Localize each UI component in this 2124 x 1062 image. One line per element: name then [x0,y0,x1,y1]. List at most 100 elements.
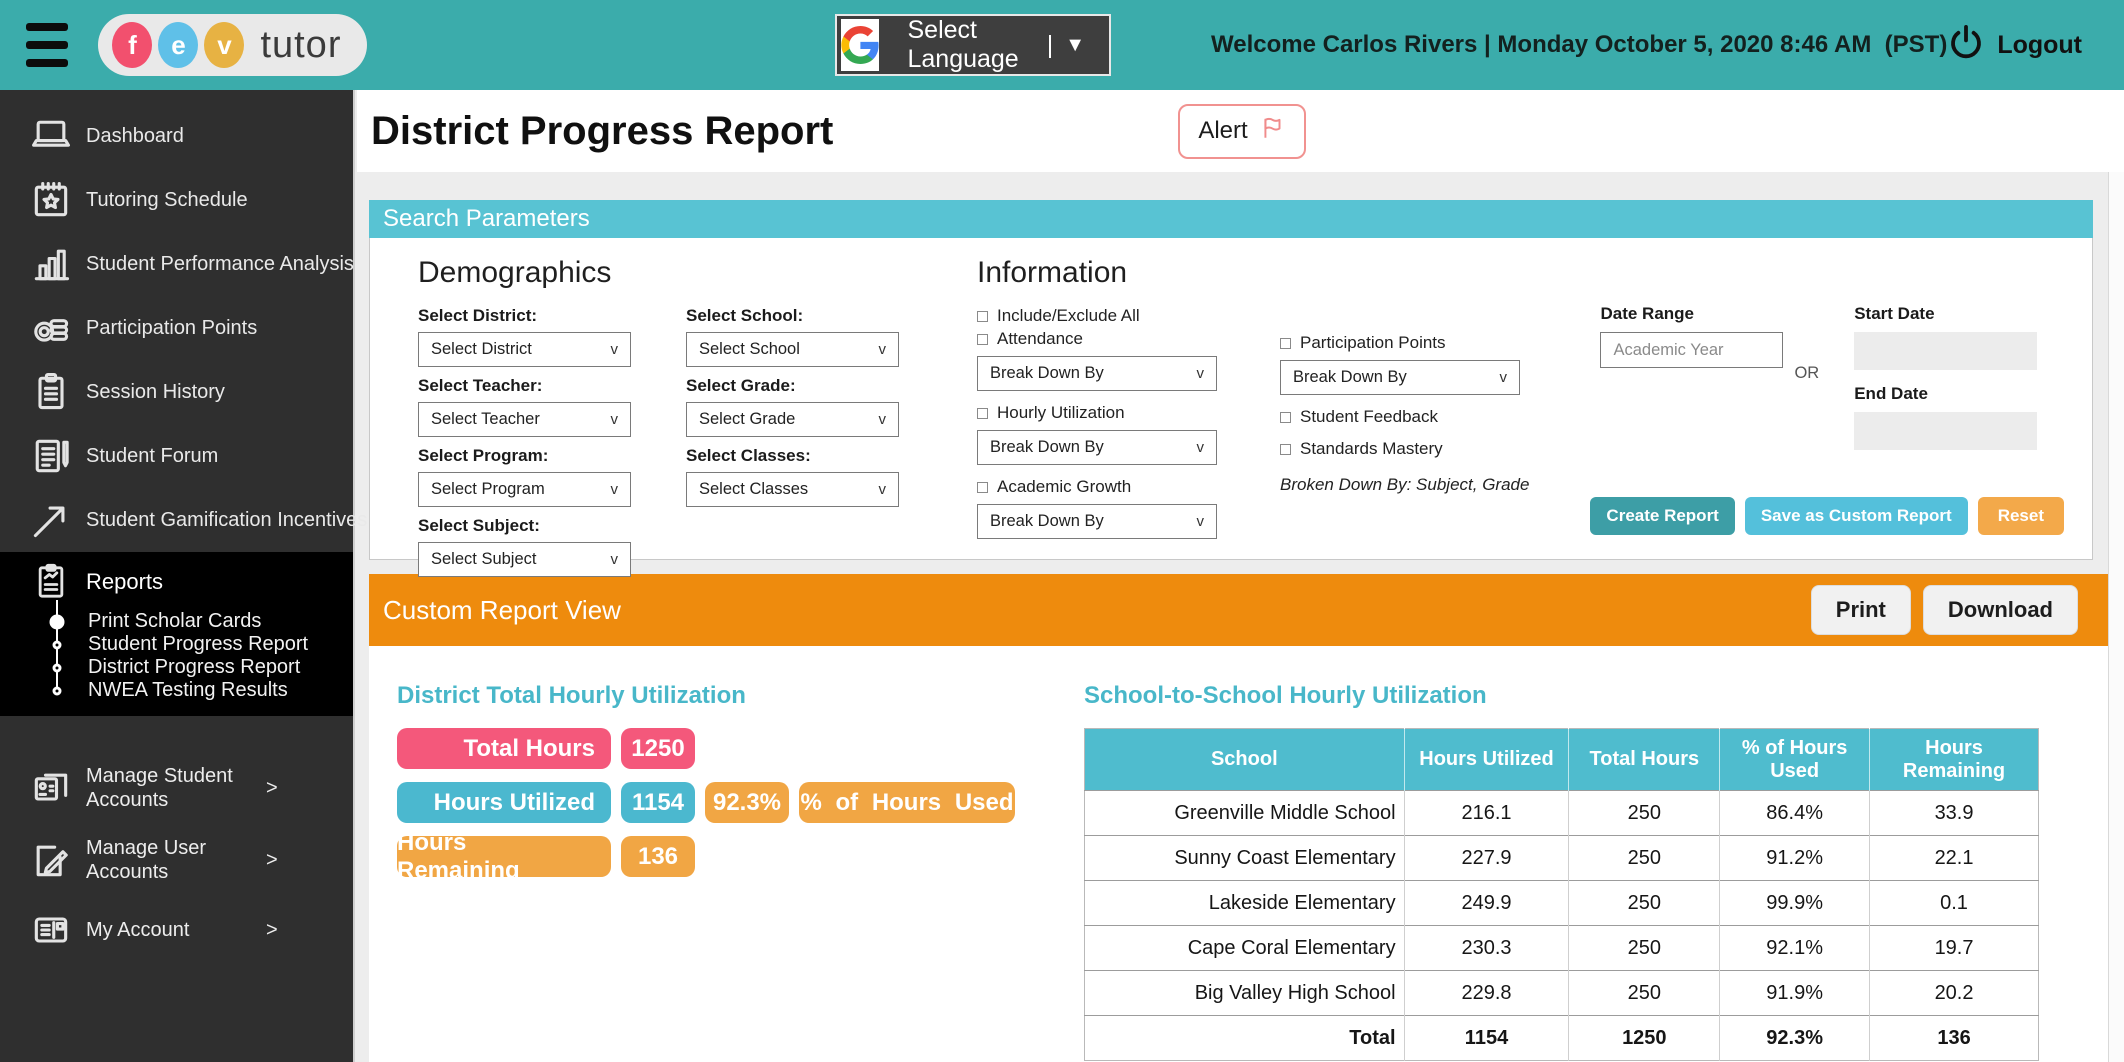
breakdown-note: Broken Down By: Subject, Grade [1280,475,1530,494]
cell-hours-utilized: 227.9 [1403,835,1569,881]
submenu-nwea-testing-results[interactable]: NWEA Testing Results [52,679,353,702]
select-value: Select Grade [699,410,796,428]
submenu-label: NWEA Testing Results [88,679,288,701]
report-actions: Print Download [1810,585,2078,635]
sidebar-item-student-gamification-incentives[interactable]: Student Gamification Incentives [0,488,367,552]
sidebar-item-manage-student-accounts[interactable]: Manage Student Accounts > [0,764,353,812]
date-range-input[interactable]: Academic Year [1600,332,1784,368]
chevron-down-icon: v [878,481,887,498]
hours-utilized-label-badge: Hours Utilized [397,782,611,823]
clipboard-icon [28,370,74,414]
checkbox-label: Academic Growth [997,477,1132,496]
field-select-school: Select School: Select School v [686,306,899,367]
field-select-district: Select District: Select District v [418,306,631,367]
search-actions: Create Report Save as Custom Report Rese… [1590,497,2064,535]
checkbox-icon[interactable] [977,481,988,493]
checkbox-icon[interactable] [977,407,988,419]
sidebar-item-my-account[interactable]: My Account > [0,908,353,952]
chevron-down-icon: v [1196,365,1205,382]
academic-breakdown-dropdown[interactable]: Break Down By v [977,504,1217,539]
chevron-down-icon: v [610,341,619,358]
sidebar: Dashboard Tutoring Schedule Student Perf… [0,90,367,1062]
title-band: District Progress Report Alert [357,90,2124,172]
column-header-school: School [1084,728,1405,791]
participation-breakdown-dropdown[interactable]: Break Down By v [1280,360,1520,395]
select-value: Break Down By [990,364,1104,382]
calendar-star-icon [28,178,74,222]
sidebar-item-label: Dashboard [86,124,184,147]
create-report-button[interactable]: Create Report [1590,497,1735,535]
sidebar-item-session-history[interactable]: Session History [0,360,353,424]
chevron-down-icon: v [878,411,887,428]
submenu-label: Print Scholar Cards [88,610,262,632]
table-row: Cape Coral Elementary 230.3 250 92.1% 19… [1084,925,2039,971]
language-divider: | [1046,30,1054,59]
alert-label: Alert [1198,117,1248,144]
hamburger-menu-icon[interactable] [26,23,69,67]
select-school-dropdown[interactable]: Select School v [686,332,899,367]
custom-report-view: Custom Report View Print Download Distri… [369,574,2108,1062]
sidebar-item-tutoring-schedule[interactable]: Tutoring Schedule [0,168,353,232]
logo-letter-f: f [112,22,153,68]
sidebar-item-participation-points[interactable]: Participation Points [0,296,353,360]
logo-letter-v: v [204,22,245,68]
sidebar-item-label: Participation Points [86,316,258,339]
select-program-dropdown[interactable]: Select Program v [418,472,631,507]
checkbox-icon[interactable] [1280,337,1291,349]
sidebar-item-student-performance-analysis[interactable]: Student Performance Analysis [0,232,354,296]
logout-button[interactable]: Logout [1947,23,2082,68]
select-value: Break Down By [990,512,1104,530]
start-date-input[interactable] [1854,332,2038,370]
field-select-program: Select Program: Select Program v [418,446,631,507]
select-district-dropdown[interactable]: Select District v [418,332,631,367]
hourly-breakdown-dropdown[interactable]: Break Down By v [977,430,1217,465]
total-hours-label-badge: Total Hours [397,728,611,769]
demographics-heading: Demographics [418,256,612,289]
logo-word: tutor [260,23,342,66]
checkbox-icon[interactable] [1280,411,1291,423]
print-button[interactable]: Print [1810,585,1911,635]
select-grade-dropdown[interactable]: Select Grade v [686,402,899,437]
select-subject-dropdown[interactable]: Select Subject v [418,542,631,577]
submenu-label: Student Progress Report [88,633,309,655]
select-teacher-dropdown[interactable]: Select Teacher v [418,402,631,437]
welcome-text: Welcome Carlos Rivers | Monday October 5… [1211,31,1948,58]
save-as-custom-report-button[interactable]: Save as Custom Report [1744,497,1968,535]
checkbox-icon[interactable] [977,333,988,345]
select-value: Break Down By [1293,368,1407,386]
sidebar-item-dashboard[interactable]: Dashboard [0,104,353,168]
reset-button[interactable]: Reset [1977,497,2064,535]
total-hours-value-badge: 1250 [621,728,695,769]
checkbox-hourly-utilization: Hourly Utilization [977,403,1217,423]
table-row: Big Valley High School 229.8 250 91.9% 2… [1084,970,2039,1016]
cell-total-hours: 250 [1568,880,1720,926]
angle-right-icon: > [266,918,278,941]
download-button[interactable]: Download [1922,585,2078,635]
scrollbar-track[interactable] [2108,172,2124,1062]
search-parameters-panel: Search Parameters Demographics Select Di… [369,200,2093,577]
cell-hours-utilized: 216.1 [1403,790,1569,836]
end-date-input[interactable] [1854,412,2038,450]
checkbox-icon[interactable] [977,310,988,322]
sidebar-item-reports[interactable]: Reports [0,562,353,602]
alert-button[interactable]: Alert [1178,103,1306,159]
date-range-placeholder: Academic Year [1613,340,1724,359]
column-header-hours-remaining: Hours Remaining [1869,728,2039,791]
submenu-district-progress-report[interactable]: District Progress Report [52,656,353,679]
sidebar-item-student-forum[interactable]: Student Forum [0,424,353,488]
percent-used-value-badge: 92.3% [705,782,789,823]
checkbox-icon[interactable] [1280,443,1291,455]
cell-hours-remaining: 33.9 [1869,790,2039,836]
sidebar-item-label: Tutoring Schedule [86,188,248,211]
field-label: Select Classes: [686,446,811,465]
timeline-ring-icon [52,686,62,695]
submenu-student-progress-report[interactable]: Student Progress Report [52,633,353,656]
submenu-print-scholar-cards[interactable]: Print Scholar Cards [49,610,353,633]
select-language-button[interactable]: Select Language | ▼ [835,14,1112,76]
select-classes-dropdown[interactable]: Select Classes v [686,472,899,507]
select-value: Select Subject [431,550,537,568]
cell-total-percent-used: 92.3% [1719,1015,1870,1061]
sidebar-item-manage-user-accounts[interactable]: Manage User Accounts > [0,836,353,884]
attendance-breakdown-dropdown[interactable]: Break Down By v [977,356,1217,391]
sidebar-item-label: Session History [86,380,225,403]
